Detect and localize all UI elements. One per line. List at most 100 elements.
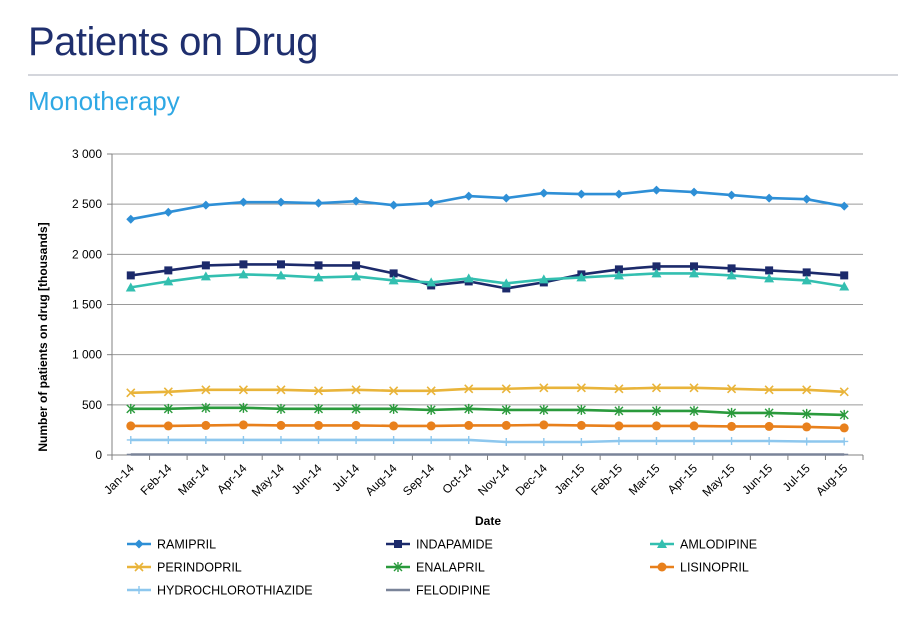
legend-label: ENALAPRIL (416, 561, 485, 575)
marker-triangle (613, 270, 624, 280)
marker-x (651, 383, 662, 393)
marker-star (276, 403, 286, 414)
marker-plus (765, 436, 774, 445)
marker-x (576, 383, 586, 393)
legend-item-hydrochlorothiazide: HYDROCHLOROTHIAZIDE (127, 584, 313, 598)
marker-square (502, 284, 511, 293)
marker-circle (689, 421, 699, 431)
marker-circle (764, 421, 774, 431)
marker-triangle (275, 270, 286, 280)
x-tick-label: Aug-14 (362, 461, 399, 498)
x-tick-label: Apr-14 (214, 461, 250, 497)
marker-triangle (538, 274, 549, 284)
marker-star (393, 562, 403, 572)
marker-diamond (464, 191, 474, 201)
marker-diamond (689, 187, 699, 197)
marker-star (201, 402, 211, 413)
marker-diamond (276, 197, 286, 207)
y-tick-label: 0 (95, 448, 102, 462)
marker-plus (840, 437, 849, 446)
legend-item-felodipine: FELODIPINE (386, 584, 490, 598)
legend-label: RAMIPRIL (157, 538, 216, 552)
marker-circle (839, 423, 849, 433)
marker-plus (164, 435, 173, 444)
marker-triangle (238, 269, 249, 279)
marker-square (614, 265, 623, 274)
marker-star (614, 405, 624, 416)
marker-circle (163, 421, 173, 431)
marker-plus (276, 435, 285, 444)
marker-square (126, 271, 135, 280)
marker-diamond (802, 194, 812, 204)
marker-star (464, 403, 474, 414)
marker-plus (352, 435, 361, 444)
series-perindopril (126, 383, 849, 398)
marker-circle (539, 420, 549, 430)
legend-label: HYDROCHLOROTHIAZIDE (157, 584, 313, 598)
page-subtitle: Monotherapy (28, 86, 180, 116)
marker-x (389, 386, 399, 396)
marker-circle (276, 420, 286, 430)
marker-circle (126, 421, 136, 431)
marker-diamond (126, 214, 136, 224)
legend: RAMIPRIL INDAPAMIDE AMLODIPINE PERINDOPRIL E… (127, 538, 757, 598)
marker-diamond (651, 185, 661, 195)
marker-x (313, 386, 324, 396)
x-tick-label: Sep-14 (400, 461, 437, 498)
x-tick-label: May-15 (700, 461, 738, 499)
marker-x (501, 384, 511, 394)
marker-star (539, 404, 549, 415)
series-line (130, 438, 845, 444)
x-tick-label: Apr-15 (665, 461, 701, 497)
marker-diamond (576, 189, 586, 199)
marker-diamond (501, 193, 511, 203)
marker-triangle (839, 281, 850, 291)
marker-square (201, 261, 210, 270)
marker-plus (727, 436, 736, 445)
x-tick-label: Feb-15 (588, 461, 625, 498)
marker-star (576, 404, 586, 415)
x-tick-label: Mar-14 (175, 461, 212, 498)
marker-triangle (501, 278, 512, 288)
marker-plus (201, 435, 210, 444)
marker-triangle (651, 268, 662, 278)
series-line (130, 188, 845, 221)
marker-square (652, 262, 661, 271)
series-hydrochlorothiazide (126, 435, 849, 446)
marker-plus (135, 586, 143, 594)
x-tick-label: Oct-14 (439, 461, 475, 497)
marker-square (164, 266, 173, 275)
legend-item-amlodipine: AMLODIPINE (650, 538, 757, 552)
marker-square (802, 268, 811, 277)
marker-plus (314, 435, 323, 444)
legend-item-perindopril: PERINDOPRIL (127, 561, 242, 575)
x-tick-label: Jan-14 (101, 461, 137, 497)
marker-diamond (163, 207, 173, 217)
marker-diamond (614, 189, 624, 199)
marker-square (765, 266, 774, 275)
x-tick-label: Jan-15 (552, 461, 588, 497)
y-tick-label: 500 (82, 398, 102, 412)
marker-plus (539, 437, 548, 446)
series-line (130, 406, 845, 417)
x-tick-label: Jul-15 (780, 461, 813, 494)
series-line (130, 423, 845, 430)
marker-triangle (200, 271, 211, 281)
marker-x (276, 385, 286, 395)
marker-diamond (727, 190, 737, 200)
marker-x (134, 562, 144, 572)
marker-star (163, 403, 173, 414)
marker-star (839, 409, 849, 420)
marker-triangle (764, 273, 775, 283)
marker-x (201, 385, 211, 395)
marker-x (839, 387, 849, 397)
marker-diamond (839, 201, 849, 211)
marker-diamond (314, 198, 324, 208)
marker-plus (802, 437, 811, 446)
marker-x (426, 386, 436, 396)
marker-plus (389, 435, 398, 444)
series-lisinopril (126, 420, 849, 433)
marker-plus (614, 436, 623, 445)
marker-triangle (657, 539, 667, 548)
marker-x (539, 383, 549, 393)
